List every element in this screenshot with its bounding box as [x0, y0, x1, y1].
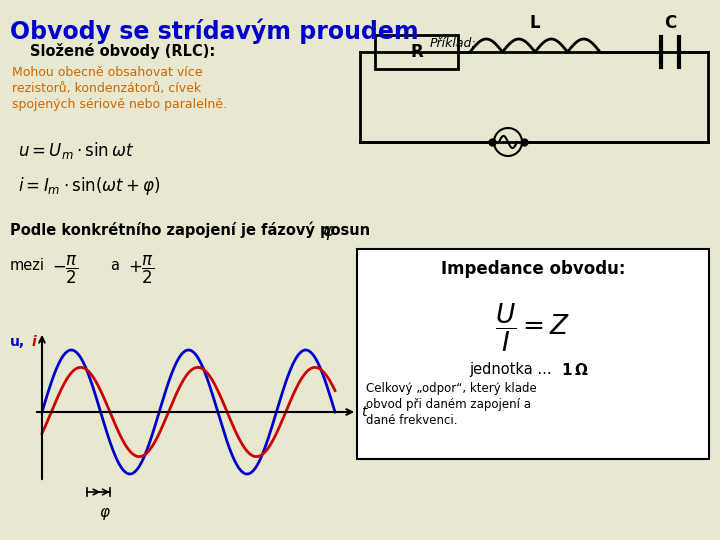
Text: Celkový „odpor“, který klade: Celkový „odpor“, který klade — [366, 382, 536, 395]
Text: a: a — [110, 258, 119, 273]
Text: Příklad:: Příklad: — [430, 37, 477, 50]
Text: rezistorů, kondenzátorů, cívek: rezistorů, kondenzátorů, cívek — [12, 82, 201, 95]
Text: $\mathbf{1\,\Omega}$: $\mathbf{1\,\Omega}$ — [561, 362, 589, 378]
Text: Obvody se strídavým proudem: Obvody se strídavým proudem — [10, 18, 418, 44]
Bar — [375, 35, 458, 69]
Text: $-\dfrac{\pi}{2}$: $-\dfrac{\pi}{2}$ — [52, 254, 78, 286]
Text: mezi: mezi — [10, 258, 45, 273]
Text: Složené obvody (RLC):: Složené obvody (RLC): — [30, 43, 215, 59]
Text: Mohou obecně obsahovat více: Mohou obecně obsahovat více — [12, 66, 202, 79]
Text: $i = I_m \cdot \sin(\omega t + \varphi)$: $i = I_m \cdot \sin(\omega t + \varphi)$ — [18, 175, 161, 197]
Text: i: i — [32, 335, 37, 349]
Text: R: R — [410, 43, 423, 61]
Text: t: t — [361, 405, 366, 419]
Text: Podle konkrétního zapojení je fázový posun: Podle konkrétního zapojení je fázový pos… — [10, 222, 370, 239]
Text: $+\dfrac{\pi}{2}$: $+\dfrac{\pi}{2}$ — [128, 254, 155, 286]
FancyBboxPatch shape — [357, 249, 709, 459]
Text: L: L — [530, 14, 540, 32]
Text: $\varphi$: $\varphi$ — [322, 224, 336, 242]
Text: Impedance obvodu:: Impedance obvodu: — [441, 260, 625, 278]
Text: jednotka ...: jednotka ... — [469, 362, 561, 377]
Text: $u = U_m \cdot \sin \omega t$: $u = U_m \cdot \sin \omega t$ — [18, 140, 134, 161]
Text: $\varphi$: $\varphi$ — [99, 506, 111, 522]
Text: dané frekvenci.: dané frekvenci. — [366, 414, 457, 427]
Text: C: C — [664, 14, 676, 32]
Text: $\dfrac{U}{I} = Z$: $\dfrac{U}{I} = Z$ — [495, 302, 571, 354]
Text: u,: u, — [10, 335, 25, 349]
Text: obvod při daném zapojení a: obvod při daném zapojení a — [366, 398, 531, 411]
Text: spojených sériově nebo paralelně.: spojených sériově nebo paralelně. — [12, 98, 227, 111]
